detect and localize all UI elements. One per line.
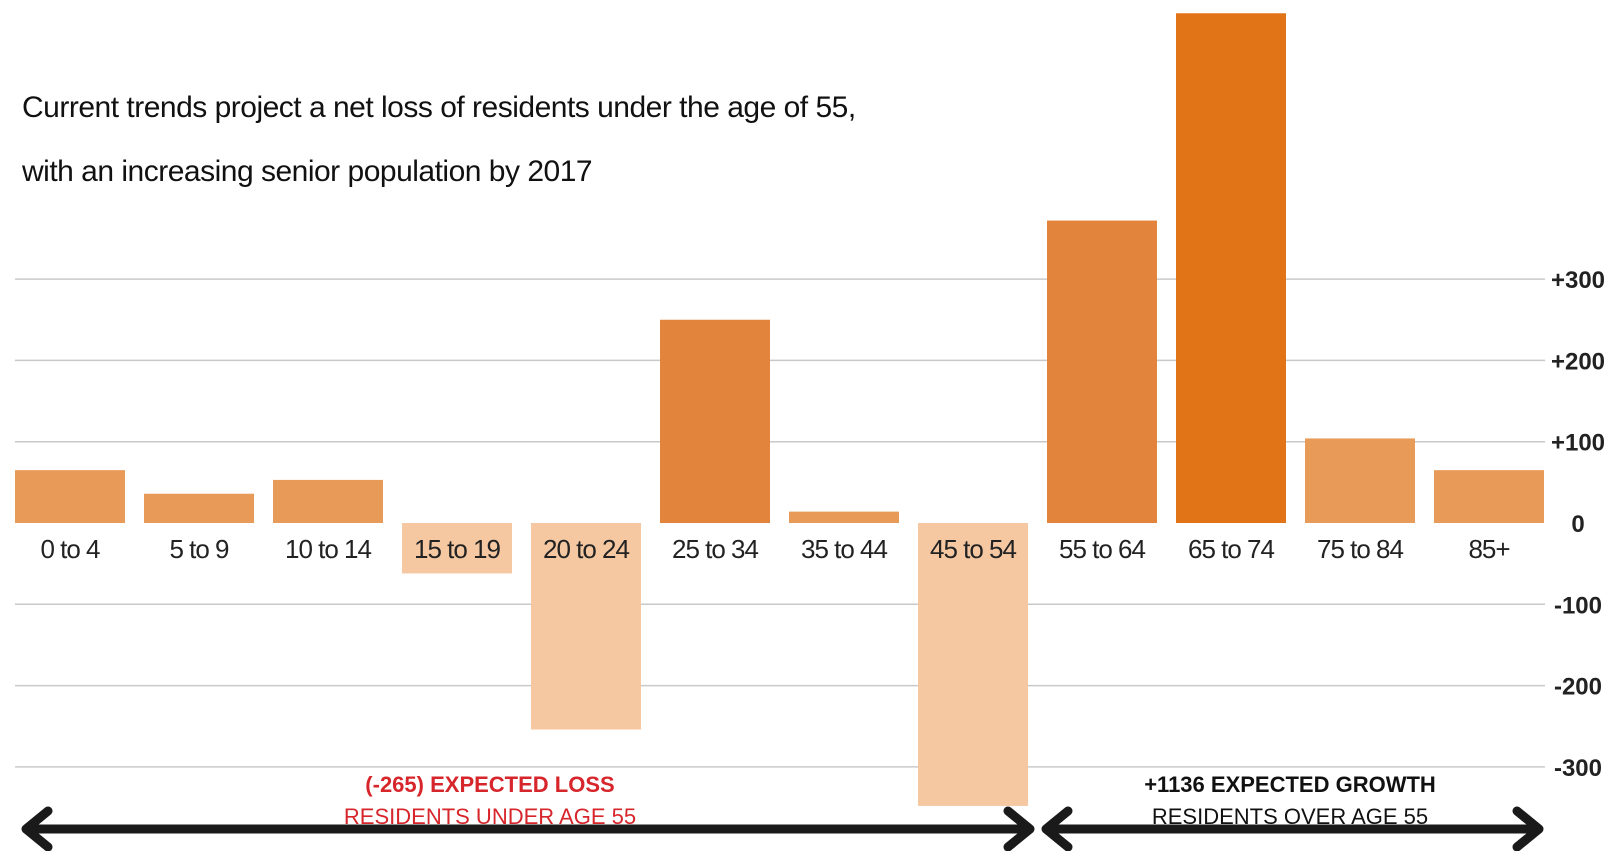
category-label: 10 to 14 [285, 534, 372, 564]
y-tick-label: 0 [1571, 511, 1584, 538]
growth-annotation-subtitle: RESIDENTS OVER AGE 55 [1152, 804, 1428, 829]
subtitle-line-1: Current trends project a net loss of res… [22, 91, 856, 124]
y-axis-ticks: +300 +200 +100 0 -100 -200 -300 [1551, 267, 1605, 782]
bar-10-to-14 [273, 479, 383, 523]
bars [15, 13, 1544, 806]
bar-85plus [1434, 470, 1544, 523]
category-label: 15 to 19 [414, 534, 501, 564]
category-label: 45 to 54 [930, 534, 1017, 564]
y-tick-label: -100 [1554, 592, 1602, 619]
bar-15-to-19 [402, 523, 512, 574]
category-label: 5 to 9 [169, 534, 229, 564]
chart-subtitle: Current trends project a net loss of res… [22, 76, 856, 204]
y-tick-label: +300 [1551, 267, 1605, 294]
category-label: 65 to 74 [1188, 534, 1275, 564]
growth-annotation-title: +1136 EXPECTED GROWTH [1144, 772, 1436, 797]
bar-55-to-64 [1047, 220, 1157, 523]
category-label: 75 to 84 [1317, 534, 1404, 564]
subtitle-line-2: with an increasing senior population by … [22, 155, 593, 188]
bar-5-to-9 [144, 493, 254, 523]
y-tick-label: +200 [1551, 348, 1605, 375]
category-label: 20 to 24 [543, 534, 630, 564]
bar-65-to-74 [1176, 13, 1286, 524]
category-labels: 0 to 4 5 to 9 10 to 14 15 to 19 20 to 24 25 t… [40, 534, 1510, 564]
loss-annotation-subtitle: RESIDENTS UNDER AGE 55 [344, 804, 636, 829]
category-label: 85+ [1468, 534, 1509, 564]
category-label: 25 to 34 [672, 534, 759, 564]
bar-0-to-4 [15, 470, 125, 523]
range-arrows [21, 806, 1544, 851]
over-55-range-arrow [1041, 806, 1544, 851]
category-label: 55 to 64 [1059, 534, 1146, 564]
bar-35-to-44 [789, 511, 899, 523]
under-55-range-arrow [21, 806, 1035, 851]
bar-75-to-84 [1305, 438, 1415, 523]
category-label: 35 to 44 [801, 534, 888, 564]
bar-25-to-34 [660, 319, 770, 523]
bar-20-to-24 [531, 523, 641, 730]
bar-45-to-54 [918, 523, 1028, 806]
y-tick-label: +100 [1551, 430, 1605, 457]
loss-annotation-title: (-265) EXPECTED LOSS [365, 772, 614, 797]
gridlines [15, 278, 1545, 768]
y-tick-label: -200 [1554, 674, 1602, 701]
category-label: 0 to 4 [40, 534, 100, 564]
annotations: (-265) EXPECTED LOSS RESIDENTS UNDER AGE… [344, 772, 1436, 829]
y-tick-label: -300 [1554, 755, 1602, 782]
